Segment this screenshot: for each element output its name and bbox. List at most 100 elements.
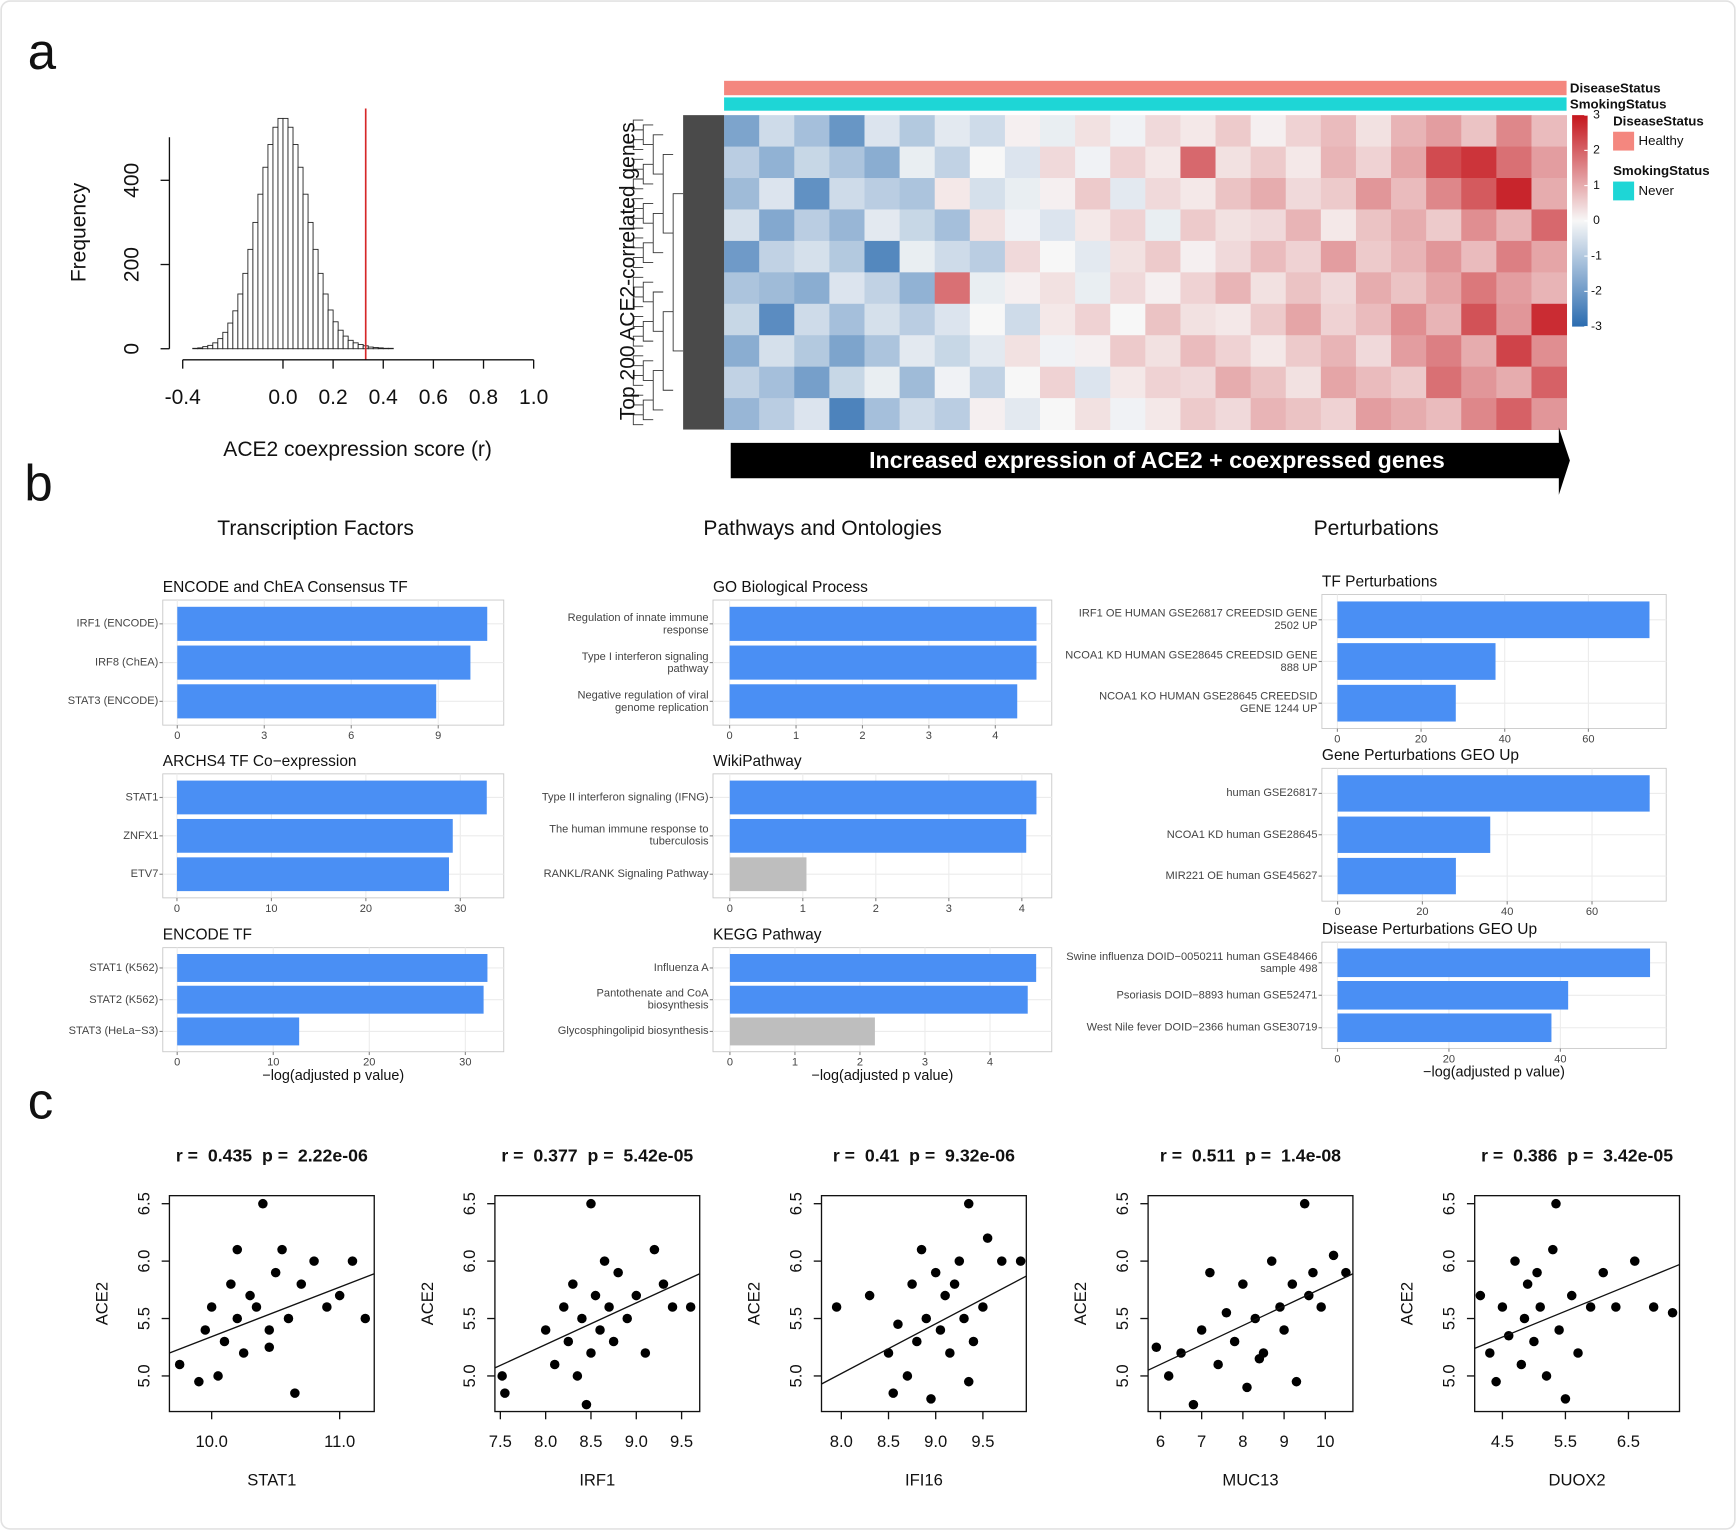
y-tick-label: 5.0	[787, 1364, 806, 1387]
point	[1566, 1290, 1577, 1301]
heatmap-cell	[1355, 240, 1392, 273]
x-tick-label: 10	[267, 1057, 279, 1069]
heatmap-cell	[1531, 115, 1568, 148]
y-tick-label: 5.0	[1113, 1364, 1132, 1387]
x-tick-label: 60	[1582, 733, 1594, 745]
heatmap-cell	[1075, 303, 1111, 336]
heatmap-cell	[1215, 178, 1252, 210]
histogram-bar	[332, 321, 339, 350]
x-tick-label: 8	[1238, 1432, 1247, 1451]
heatmap-cell	[1110, 335, 1146, 368]
point	[309, 1256, 319, 1266]
point	[649, 1244, 660, 1255]
point	[290, 1388, 300, 1398]
dendrogram-branch	[642, 163, 654, 185]
heatmap-cell	[1426, 146, 1462, 179]
heatmap-cell	[724, 146, 760, 179]
x-tick-label: 0.4	[369, 386, 399, 409]
point	[1205, 1267, 1215, 1278]
point	[1551, 1198, 1561, 1209]
heatmap-cell	[724, 115, 760, 148]
heatmap-cell	[829, 209, 865, 242]
heatmap-cell	[1496, 272, 1532, 305]
heatmap-cell	[1391, 209, 1427, 242]
point	[563, 1336, 574, 1347]
heatmap-cell	[1180, 272, 1216, 305]
heatmap-cell	[1180, 115, 1216, 148]
heatmap-cell	[1040, 366, 1076, 399]
category-label: MIR221 OE human GSE45627	[1165, 869, 1318, 883]
heatmap-cell	[1426, 366, 1462, 399]
y-axis-title: ACE2	[1071, 1282, 1090, 1325]
heatmap-cell	[1496, 240, 1532, 273]
histogram-bar	[217, 338, 224, 350]
panel-label: c	[28, 1072, 53, 1129]
heatmap-cell	[1075, 146, 1111, 179]
x-tick-label: 0	[727, 730, 733, 742]
point	[935, 1325, 946, 1335]
heatmap-cell	[829, 272, 865, 305]
section-title: Transcription Factors	[217, 517, 414, 540]
heatmap-cell	[1110, 178, 1146, 210]
dendrogram-branch	[662, 311, 674, 391]
heatmap-cell	[899, 303, 936, 336]
legend-label: Never	[1639, 183, 1675, 198]
point	[864, 1290, 875, 1301]
heatmap-cell	[899, 335, 936, 368]
dendrogram-branch	[672, 193, 684, 352]
heatmap-cell	[1145, 240, 1181, 273]
heatmap-cell	[934, 209, 971, 242]
heatmap-cell	[759, 303, 795, 336]
point	[264, 1325, 275, 1335]
x-tick-label: 20	[363, 1057, 375, 1069]
heatmap-cell	[969, 178, 1006, 210]
point	[283, 1313, 294, 1324]
annotation-name: SmokingStatus	[1570, 97, 1667, 112]
heatmap-cell	[1180, 240, 1216, 273]
point	[613, 1267, 623, 1278]
heatmap-cell	[794, 146, 830, 179]
bar	[729, 645, 1037, 680]
x-tick-label: 60	[1586, 906, 1598, 918]
heatmap-cell	[1250, 398, 1287, 430]
dendrogram-branch	[642, 360, 654, 381]
point	[264, 1342, 275, 1352]
x-tick-label: 6	[1156, 1432, 1165, 1451]
bar	[729, 684, 1018, 719]
point	[577, 1313, 587, 1324]
point	[1196, 1325, 1207, 1335]
category-label-box: IRF1 OE HUMAN GSE26817 CREEDSID GENE 250…	[1079, 608, 1318, 632]
heatmap-cell	[1320, 178, 1357, 210]
heatmap-cell	[794, 209, 830, 242]
heatmap-cell	[794, 115, 830, 148]
bar	[729, 818, 1027, 853]
point	[963, 1198, 974, 1209]
dendrogram-leaves	[683, 115, 725, 430]
bar	[729, 606, 1037, 641]
heatmap-cell	[1075, 209, 1111, 242]
x-tick-label: -0.4	[165, 386, 202, 409]
point	[622, 1313, 632, 1324]
category-label-box: RANKL/RANK Signaling Pathway	[544, 868, 709, 880]
chart-title: r = 0.435 p = 2.22e-06	[176, 1146, 368, 1166]
colorbar-tick-label: -2	[1591, 284, 1602, 298]
x-tick-label: 1	[800, 903, 806, 915]
heatmap-cell	[1426, 335, 1462, 368]
heatmap-cell	[1180, 303, 1216, 336]
point	[1316, 1302, 1326, 1312]
dendrogram-branch	[642, 242, 654, 263]
x-tick-label: 8.5	[877, 1432, 900, 1451]
category-label: Negative regulation of viral genome repl…	[577, 689, 709, 714]
point	[921, 1313, 932, 1324]
chart-title: r = 0.511 p = 1.4e-08	[1160, 1146, 1341, 1166]
y-tick-label: 6.0	[1440, 1250, 1459, 1273]
histogram-bar	[327, 309, 334, 350]
y-axis-title: ACE2	[92, 1282, 111, 1325]
heatmap-cell	[1075, 272, 1111, 305]
point	[604, 1302, 614, 1312]
heatmap-cell	[1040, 303, 1076, 336]
histogram-bar	[312, 248, 319, 350]
point	[200, 1325, 211, 1335]
heatmap-cell	[1075, 398, 1111, 430]
point	[1497, 1302, 1508, 1312]
